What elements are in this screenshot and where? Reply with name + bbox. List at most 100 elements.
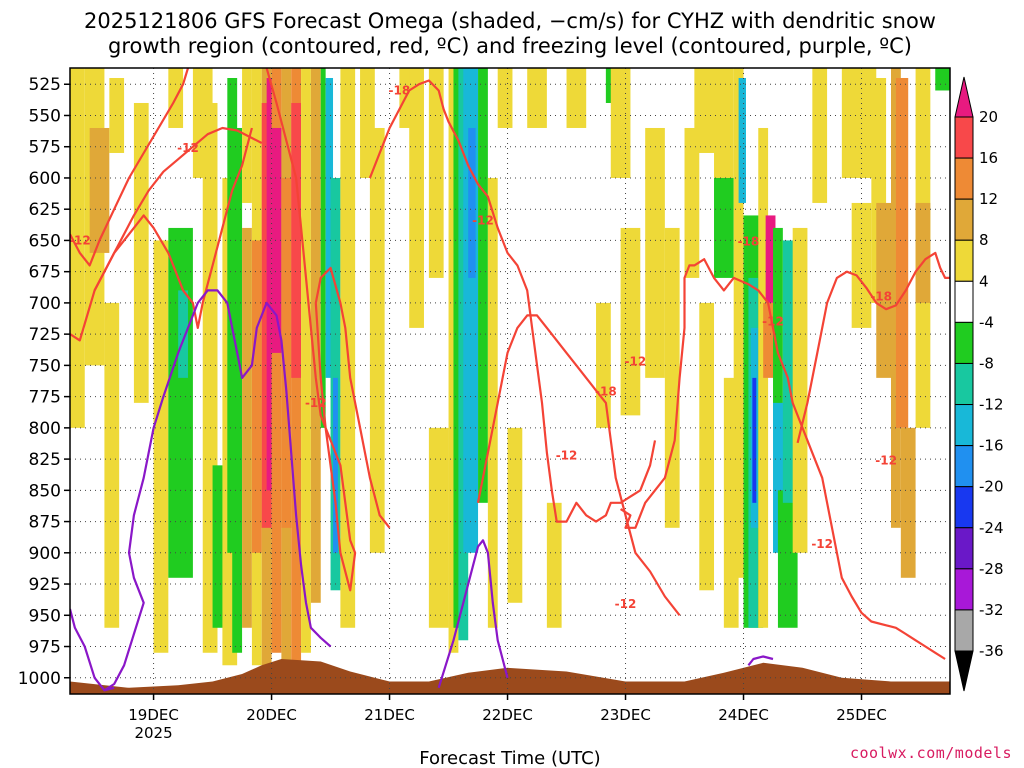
omega-cell-58	[645, 127, 665, 378]
contour-label-2: -12	[69, 233, 91, 247]
contour-label-9: -18	[738, 235, 760, 249]
contour-label-8: -12	[615, 597, 637, 611]
contour-label-7: -12	[625, 355, 647, 369]
colorbar-swatch-6	[954, 362, 974, 406]
colorbar-label-9: -20	[979, 478, 1004, 496]
omega-cell-79	[792, 227, 808, 553]
contour-label-13: -12	[811, 537, 833, 551]
y-tick-label-950: 950	[29, 606, 61, 626]
omega-cell-66	[733, 68, 744, 578]
y-tick-label-850: 850	[29, 481, 61, 501]
omega-cell-34	[333, 377, 338, 553]
omega-cell-39	[409, 68, 424, 328]
x-tick-label-25DEC: 25DEC	[836, 706, 887, 724]
omega-cell-56	[610, 68, 631, 178]
omega-cell-19	[251, 240, 262, 553]
x-axis-title: Forecast Time (UTC)	[419, 748, 600, 768]
dgz-18-right	[476, 314, 681, 616]
y-tick-label-675: 675	[29, 263, 61, 283]
colorbar-swatch-9	[954, 486, 974, 529]
x-tick-label-20DEC: 20DEC	[246, 706, 297, 724]
x-tick-label-24DEC: 24DEC	[718, 706, 769, 724]
omega-cell-30	[310, 68, 321, 603]
omega-cell-47	[478, 68, 488, 503]
omega-cell-9	[178, 290, 188, 378]
freezing-level-contours	[70, 289, 774, 692]
y-tick-label-550: 550	[29, 106, 61, 126]
colorbar-label-1: 16	[979, 149, 998, 167]
colorbar-swatch-12	[954, 609, 974, 652]
chart-title-line-1: 2025121806 GFS Forecast Omega (shaded, −…	[84, 9, 936, 33]
frz-small	[104, 686, 115, 692]
omega-cell-64	[714, 177, 734, 278]
colorbar-swatch-5	[954, 321, 974, 364]
y-tick-label-925: 925	[29, 575, 61, 595]
colorbar-label-11: -28	[979, 560, 1004, 578]
omega-cell-6	[153, 240, 169, 653]
colorbar-label-8: -16	[979, 437, 1004, 455]
colorbar-label-6: -8	[979, 354, 994, 372]
dgz-18-mid	[368, 79, 657, 523]
grid-layer	[70, 68, 950, 694]
omega-cell-82	[851, 202, 872, 328]
contour-label-3: -12	[472, 213, 494, 227]
colorbar-label-0: 20	[979, 108, 998, 126]
dgz-12-left	[70, 68, 190, 267]
omega-cell-23	[271, 68, 282, 653]
y-tick-label-525: 525	[29, 75, 61, 95]
colorbar-swatch-1	[954, 157, 974, 200]
omega-cell-67	[738, 77, 746, 203]
colorbar-swatch-11	[954, 568, 974, 611]
omega-cell-87	[900, 427, 916, 578]
omega-cell-80	[812, 68, 828, 203]
omega-cell-48	[487, 177, 498, 628]
colorbar: 20 16 12 8 4 -4 -8 -12 -16 -20 -24 -28 -32 -36	[954, 76, 1004, 692]
omega-shading-layer	[70, 68, 950, 666]
omega-cell-2	[89, 127, 110, 253]
omega-cell-41	[428, 427, 449, 628]
omega-cell-53	[566, 68, 587, 128]
omega-cell-54	[596, 302, 611, 428]
omega-cell-90	[935, 68, 950, 91]
omega-cell-73	[765, 215, 776, 303]
omega-cell-75	[773, 227, 783, 428]
dgz-12-left2	[93, 127, 253, 329]
omega-cell-17	[242, 227, 252, 628]
colorbar-swatch-7	[954, 404, 974, 447]
y-tick-label-800: 800	[29, 419, 61, 439]
dgz-12-right	[620, 258, 946, 660]
contour-label-10: -12	[762, 315, 784, 329]
credit-text: coolwx.com/models	[850, 744, 1012, 762]
omega-cell-62	[699, 302, 715, 591]
colorbar-swatch-0	[954, 116, 974, 159]
colorbar-label-2: 12	[979, 190, 998, 208]
omega-cell-24	[271, 127, 282, 353]
colorbar-swatch-2	[954, 198, 974, 241]
omega-cell-52	[546, 502, 562, 628]
x-tick-label-22DEC: 22DEC	[482, 706, 533, 724]
colorbar-top-arrow	[954, 76, 974, 118]
y-axis: 525 550 575 600 625 650 675 700 725 750 775 800 825 8…	[18, 75, 70, 689]
contour-label-4: -12	[305, 396, 327, 410]
omega-cell-3	[109, 77, 125, 153]
y-tick-label-625: 625	[29, 200, 61, 220]
x-tick-sublabel-19DEC: 2025	[134, 724, 172, 742]
omega-cell-63	[714, 68, 734, 178]
colorbar-swatch-3	[954, 239, 974, 282]
y-tick-label-900: 900	[29, 544, 61, 564]
colorbar-label-7: -12	[979, 396, 1004, 414]
dgz-12-mid	[265, 68, 391, 592]
x-tick-label-23DEC: 23DEC	[600, 706, 651, 724]
omega-cell-51	[527, 68, 547, 128]
frz-far	[747, 655, 774, 666]
omega-cell-40	[428, 68, 444, 278]
omega-cell-86	[895, 77, 909, 428]
omega-cell-37	[369, 127, 385, 553]
colorbar-label-13: -36	[979, 642, 1004, 660]
colorbar-swatch-8	[954, 445, 974, 488]
contour-labels: -18 -12 -12 -12 -12 -12 -18 -12 -12 -18 -12 -18 -12 -…	[69, 83, 897, 611]
terrain-layer	[70, 659, 950, 694]
y-tick-label-1000: 1000	[18, 669, 61, 689]
omega-cell-46	[468, 127, 476, 278]
